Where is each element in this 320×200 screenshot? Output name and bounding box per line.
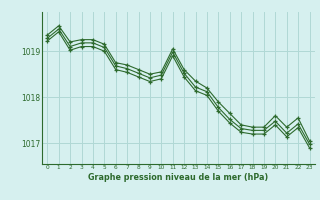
X-axis label: Graphe pression niveau de la mer (hPa): Graphe pression niveau de la mer (hPa) (88, 173, 268, 182)
